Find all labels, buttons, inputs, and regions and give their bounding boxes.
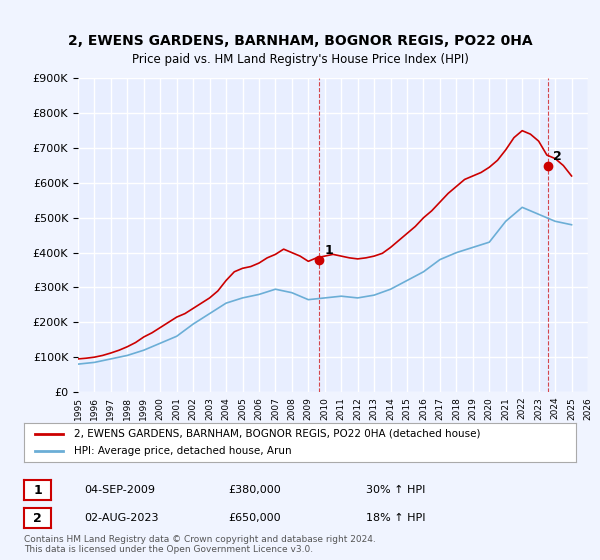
Text: £650,000: £650,000: [228, 513, 281, 523]
Text: 02-AUG-2023: 02-AUG-2023: [84, 513, 158, 523]
Text: 1: 1: [324, 244, 333, 258]
Text: 2: 2: [33, 511, 42, 525]
Text: Contains HM Land Registry data © Crown copyright and database right 2024.
This d: Contains HM Land Registry data © Crown c…: [24, 535, 376, 554]
Text: Price paid vs. HM Land Registry's House Price Index (HPI): Price paid vs. HM Land Registry's House …: [131, 53, 469, 66]
Text: 2, EWENS GARDENS, BARNHAM, BOGNOR REGIS, PO22 0HA (detached house): 2, EWENS GARDENS, BARNHAM, BOGNOR REGIS,…: [74, 429, 480, 439]
Text: 1: 1: [33, 483, 42, 497]
Text: 2, EWENS GARDENS, BARNHAM, BOGNOR REGIS, PO22 0HA: 2, EWENS GARDENS, BARNHAM, BOGNOR REGIS,…: [68, 34, 532, 48]
Text: 2: 2: [553, 150, 562, 164]
Text: £380,000: £380,000: [228, 485, 281, 495]
Text: HPI: Average price, detached house, Arun: HPI: Average price, detached house, Arun: [74, 446, 292, 456]
Text: 30% ↑ HPI: 30% ↑ HPI: [366, 485, 425, 495]
Text: 18% ↑ HPI: 18% ↑ HPI: [366, 513, 425, 523]
Text: 04-SEP-2009: 04-SEP-2009: [84, 485, 155, 495]
